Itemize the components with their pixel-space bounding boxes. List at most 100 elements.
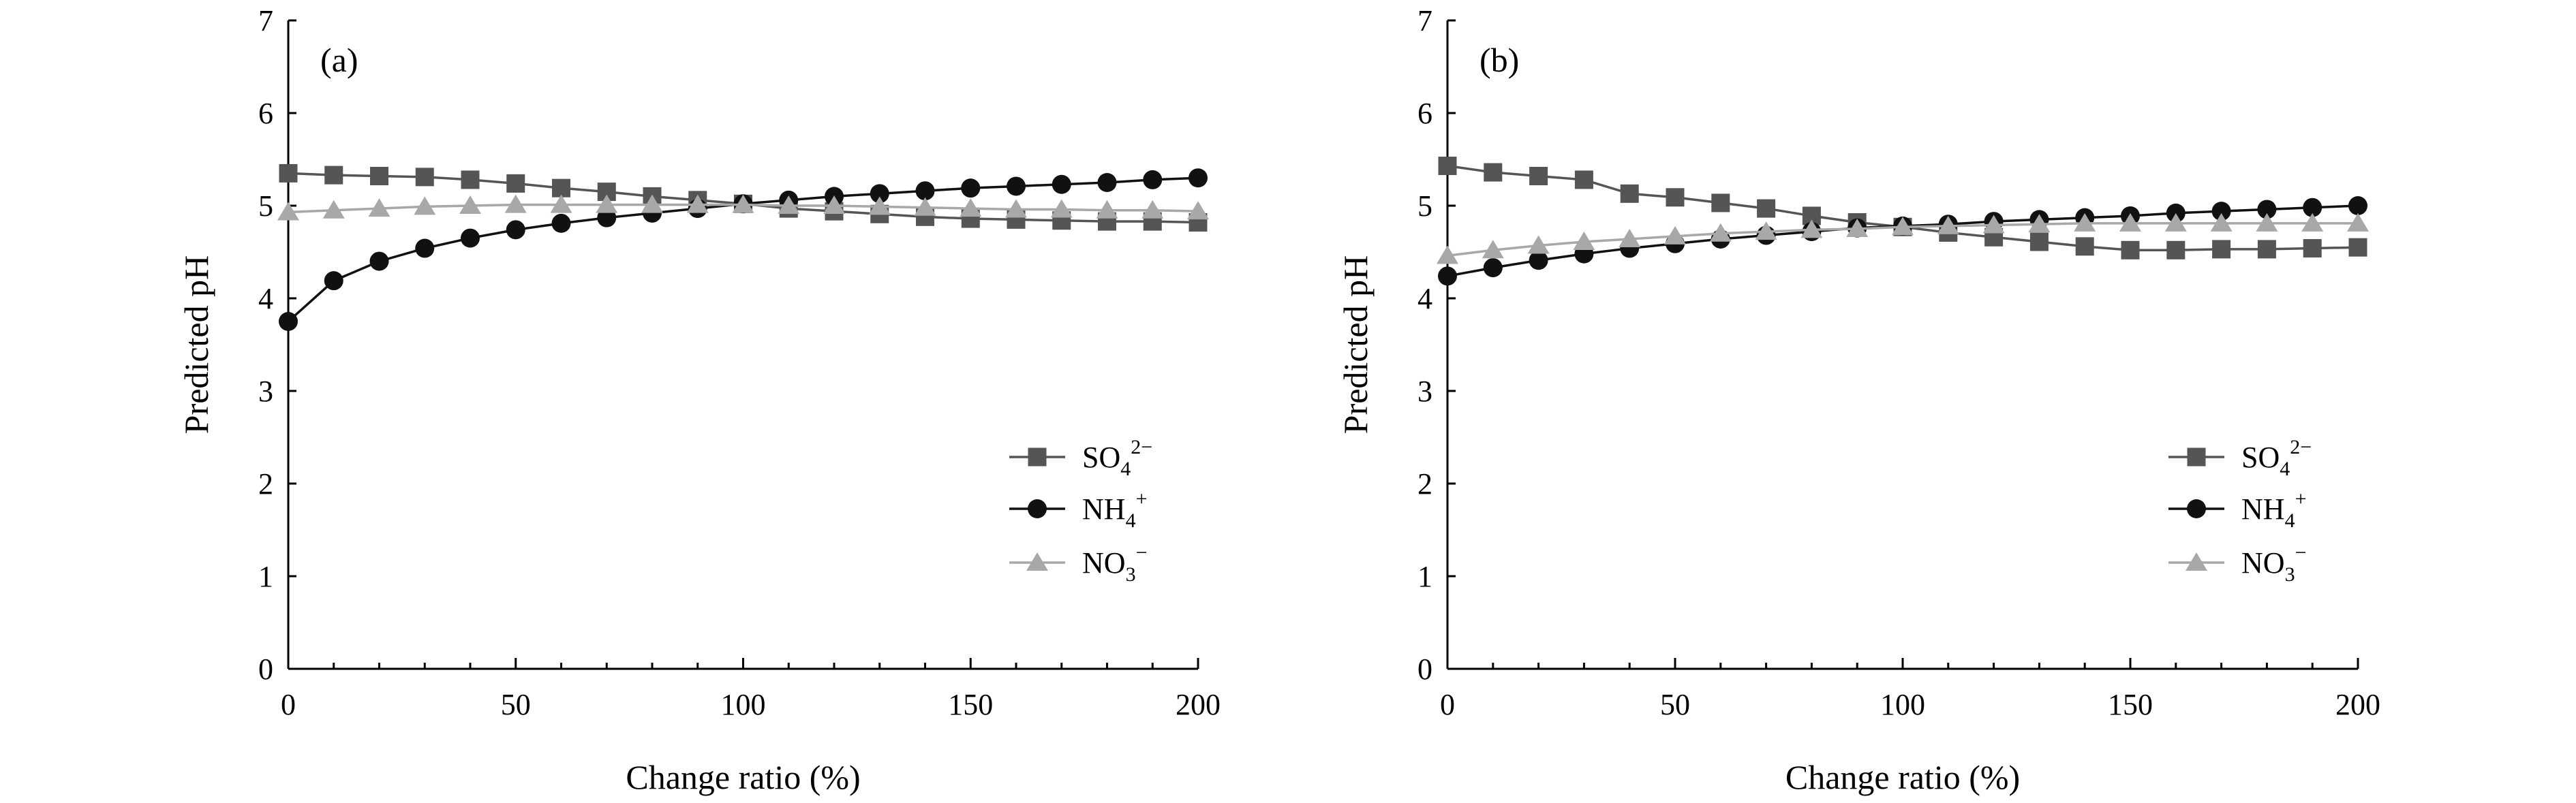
data-point xyxy=(778,195,800,214)
legend-label: NO3− xyxy=(1082,541,1147,586)
x-tick-label: 0 xyxy=(281,688,296,721)
data-point xyxy=(2074,212,2096,232)
data-point xyxy=(961,178,981,198)
data-point xyxy=(504,194,527,213)
data-point xyxy=(1141,200,1164,219)
data-point xyxy=(1187,201,1209,220)
x-tick-label: 100 xyxy=(1880,688,1925,721)
legend-label-base: SO xyxy=(1082,441,1120,474)
y-axis-title: Predicted pH xyxy=(177,255,215,434)
data-point xyxy=(461,228,480,248)
legend-item: NH4+ xyxy=(2168,488,2306,532)
data-point xyxy=(551,213,571,233)
data-point xyxy=(1052,174,1071,194)
data-point xyxy=(1666,188,1685,207)
data-point xyxy=(1005,199,1027,218)
data-point xyxy=(1437,245,1458,264)
data-point xyxy=(461,170,480,189)
data-point xyxy=(1711,193,1730,212)
legend-label-base: NO xyxy=(2241,546,2285,580)
panel-label: (b) xyxy=(1479,41,1519,79)
data-point xyxy=(914,197,936,216)
legend-label-sub: 4 xyxy=(2285,509,2295,532)
legend-label: SO42− xyxy=(2241,436,2312,480)
legend-item: SO42− xyxy=(2168,436,2312,480)
data-point xyxy=(414,196,436,215)
y-tick-label: 5 xyxy=(258,189,273,223)
data-point xyxy=(597,208,617,227)
y-tick-label: 4 xyxy=(1417,282,1432,315)
legend-marker xyxy=(2186,552,2207,571)
data-point xyxy=(1755,221,1777,240)
legend-label: NH4+ xyxy=(2241,488,2306,532)
data-point xyxy=(1484,163,1503,182)
y-tick-label: 2 xyxy=(1417,467,1432,501)
data-point xyxy=(324,166,343,185)
data-point xyxy=(279,163,298,183)
data-point xyxy=(1529,166,1548,185)
data-point xyxy=(1619,228,1641,247)
data-point xyxy=(1937,215,1959,234)
y-tick-label: 0 xyxy=(258,652,273,686)
data-point xyxy=(641,194,663,213)
y-tick-label: 7 xyxy=(1417,4,1432,37)
data-point xyxy=(686,194,709,213)
y-tick-label: 6 xyxy=(1417,97,1432,130)
x-tick-label: 150 xyxy=(2108,688,2153,721)
data-point xyxy=(1573,232,1595,251)
data-point xyxy=(1050,199,1073,218)
data-point xyxy=(2211,202,2231,221)
panel-label: (a) xyxy=(320,41,358,79)
y-tick-label: 5 xyxy=(1417,189,1432,223)
legend-label-sub: 3 xyxy=(2285,563,2295,586)
data-point xyxy=(2121,240,2140,259)
data-point xyxy=(2303,239,2322,258)
legend-label-sub: 3 xyxy=(1126,563,1136,586)
y-tick-label: 1 xyxy=(1417,560,1432,593)
legend-label-sup: − xyxy=(1136,541,1148,564)
legend-marker xyxy=(1028,499,1047,518)
legend-marker xyxy=(2187,447,2206,467)
data-point xyxy=(1892,217,1914,236)
legend-label-base: NO xyxy=(1082,546,1126,580)
y-tick-label: 1 xyxy=(258,560,273,593)
legend-label-sub: 4 xyxy=(1126,509,1136,532)
legend-label-base: NH xyxy=(1082,492,1126,526)
data-point xyxy=(370,166,388,185)
data-point xyxy=(1846,219,1869,237)
data-point xyxy=(2212,240,2231,259)
y-tick-label: 4 xyxy=(258,282,273,315)
legend-label-sup: + xyxy=(2295,488,2307,510)
chart-panel-b: 0 1 2 3 4 5 6 7 0 50 100 150 200 Change ratio (%) Pred… xyxy=(1336,4,2380,796)
data-point xyxy=(459,195,481,214)
x-axis-title: Change ratio (%) xyxy=(626,758,860,796)
data-point xyxy=(279,312,298,331)
data-point xyxy=(960,198,982,217)
x-tick-label: 100 xyxy=(721,688,766,721)
data-point xyxy=(2119,212,2141,232)
data-point xyxy=(1529,251,1548,270)
legend-item: NH4+ xyxy=(1009,488,1147,532)
data-point xyxy=(1664,225,1686,245)
data-point xyxy=(368,198,390,217)
data-point xyxy=(1982,215,2005,234)
data-point xyxy=(1483,258,1503,278)
legend-label-sup: 2− xyxy=(2290,436,2312,458)
data-point xyxy=(2210,212,2233,232)
data-point xyxy=(1189,168,1208,188)
data-point xyxy=(732,194,754,213)
data-point xyxy=(324,271,343,291)
legend-label: NH4+ xyxy=(1082,488,1147,532)
data-point xyxy=(1097,173,1117,192)
x-tick-label: 50 xyxy=(1660,688,1690,721)
data-point xyxy=(1096,200,1118,219)
data-point xyxy=(1800,219,1823,238)
data-point xyxy=(415,168,434,187)
x-tick-label: 150 xyxy=(948,688,993,721)
legend-marker xyxy=(1026,552,1048,571)
legend: SO42−NH4+NO3− xyxy=(2168,436,2312,586)
data-point xyxy=(506,220,525,240)
data-point xyxy=(2301,212,2324,232)
x-tick-label: 200 xyxy=(1176,688,1221,721)
legend-marker xyxy=(2187,499,2206,518)
